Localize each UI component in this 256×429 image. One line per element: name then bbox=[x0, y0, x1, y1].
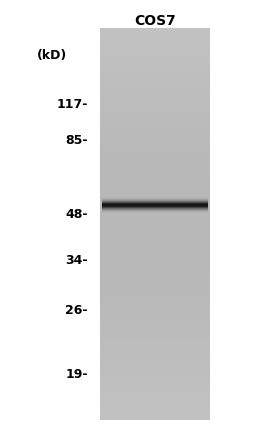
Text: 34-: 34- bbox=[66, 254, 88, 266]
Text: 85-: 85- bbox=[66, 133, 88, 146]
Text: 48-: 48- bbox=[66, 208, 88, 221]
Text: 19-: 19- bbox=[66, 369, 88, 381]
Text: (kD): (kD) bbox=[37, 48, 67, 61]
Text: 117-: 117- bbox=[57, 99, 88, 112]
Text: 26-: 26- bbox=[66, 303, 88, 317]
Text: COS7: COS7 bbox=[134, 14, 176, 28]
